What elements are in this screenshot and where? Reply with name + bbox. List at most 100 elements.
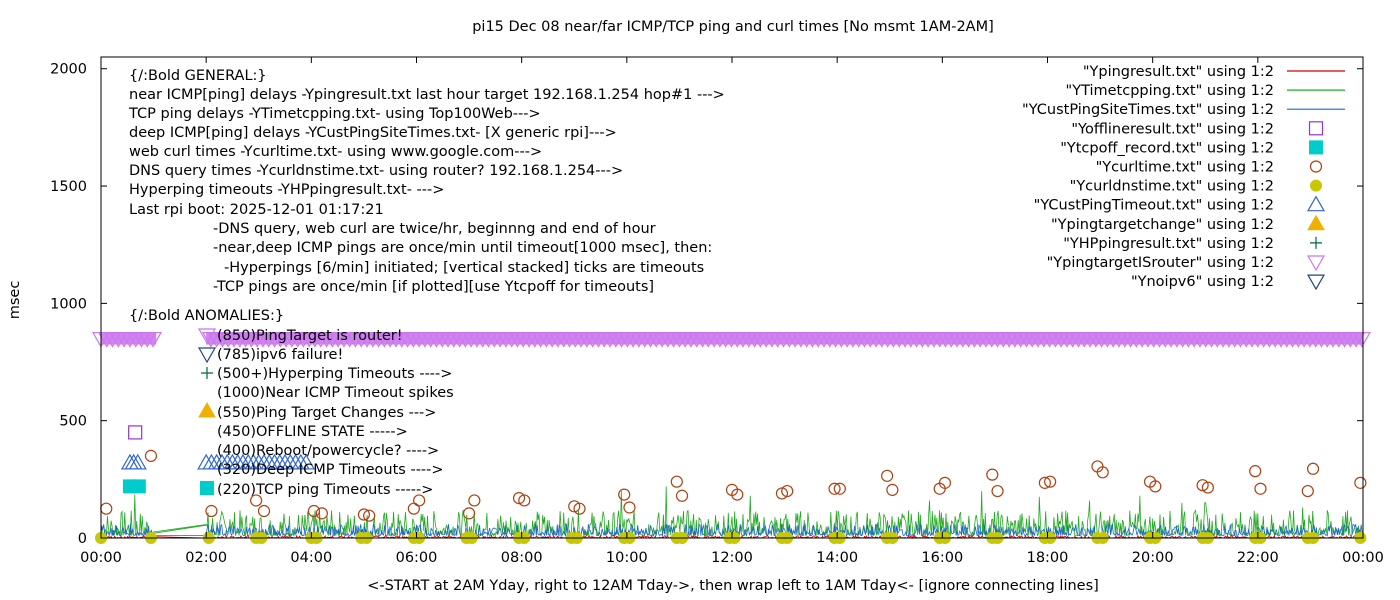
annotation-note: Last rpi boot: 2025-12-01 01:17:21 <box>129 202 384 218</box>
legend-label: "YTimetcpping.txt" using 1:2 <box>1066 83 1274 99</box>
data-point-0 <box>1354 476 1367 489</box>
data-point-0 <box>1306 462 1320 475</box>
legend-label: "Ypingresult.txt" using 1:2 <box>1083 64 1274 80</box>
annotation-note: deep ICMP[ping] delays -YCustPingSiteTim… <box>129 125 617 141</box>
x-axis-label: <-START at 2AM Yday, right to 12AM Tday-… <box>367 578 1099 594</box>
y-tick-label: 0 <box>78 531 87 547</box>
data-point-0 <box>986 468 999 481</box>
legend-label: "Yofflineresult.txt" using 1:2 <box>1071 121 1274 137</box>
annotation-note: -near,deep ICMP pings are once/min until… <box>213 240 712 256</box>
x-tick-label: 18:00 <box>1027 550 1069 566</box>
data-point-0 <box>568 500 581 513</box>
data-point-0 <box>257 504 271 518</box>
y-tick-label: 2000 <box>50 62 87 78</box>
x-tick-label: 02:00 <box>185 550 227 566</box>
legend-marker <box>1306 274 1326 291</box>
legend-label: "YHPpingresult.txt" using 1:2 <box>1063 236 1274 252</box>
legend-label: "YpingtargetISrouter" using 1:2 <box>1047 255 1274 271</box>
data-point-0 <box>938 476 952 489</box>
annotation-marker <box>197 347 217 364</box>
data-point-0 <box>512 492 526 505</box>
data-point-0 <box>1196 479 1209 492</box>
annotation-note: (1000)Near ICMP Timeout spikes <box>217 385 454 401</box>
annotation-marker <box>201 367 213 379</box>
legend-label: "Ytcpoff_record.txt" using 1:2 <box>1060 140 1274 156</box>
legend-label: "YCustPingSiteTimes.txt" using 1:2 <box>1022 102 1274 118</box>
data-point-0 <box>731 488 744 501</box>
data-point-0 <box>1149 480 1162 493</box>
data-point-0 <box>144 449 158 462</box>
annotation-note: near ICMP[ping] delays -Ypingresult.txt … <box>129 87 725 103</box>
legend-label: "Ynoipv6" using 1:2 <box>1131 274 1274 290</box>
data-point-0 <box>100 502 113 515</box>
legend: "Ypingresult.txt" using 1:2 "YTimetcpping… <box>1022 64 1345 291</box>
router-band <box>206 332 1364 345</box>
router-band <box>101 332 157 345</box>
data-point-0 <box>573 502 586 515</box>
annotation-marker <box>198 401 216 418</box>
data-point-0 <box>828 482 841 495</box>
data-point-4 <box>297 453 316 470</box>
x-tick-label: 16:00 <box>921 550 963 566</box>
data-point-0 <box>881 469 894 482</box>
data-point-0 <box>357 508 371 521</box>
annotation-marker <box>197 328 217 345</box>
chart-title: pi15 Dec 08 near/far ICMP/TCP ping and c… <box>472 19 994 35</box>
marker-layer <box>91 331 1371 544</box>
data-point-0 <box>618 488 631 501</box>
annotation-note: web curl times -Ycurltime.txt- using www… <box>129 144 542 160</box>
series-line-1 <box>100 523 1364 538</box>
data-point-0 <box>675 489 689 502</box>
data-point-0 <box>833 482 846 495</box>
annotation-note: {/:Bold ANOMALIES:} <box>129 308 284 324</box>
legend-marker <box>1310 236 1322 249</box>
data-point-0 <box>1044 475 1057 488</box>
legend-marker <box>1306 195 1326 212</box>
data-point-2 <box>128 425 143 440</box>
data-point-0 <box>518 494 531 507</box>
x-tick-label: 20:00 <box>1132 550 1174 566</box>
x-tick-label: 14:00 <box>816 550 858 566</box>
annotation-note: (550)Ping Target Changes ---> <box>217 405 436 421</box>
data-point-0 <box>623 501 636 514</box>
x-tick-label: 06:00 <box>396 550 438 566</box>
data-point-0 <box>1254 482 1267 495</box>
data-point-0 <box>1249 465 1262 478</box>
annotation-note: (500+)Hyperping Timeouts ----> <box>217 366 452 382</box>
annotation-note: -TCP pings are once/min [if plotted][use… <box>213 279 654 295</box>
annotation-note: (850)PingTarget is router! <box>217 328 403 344</box>
legend-marker <box>1309 160 1323 173</box>
data-point-4 <box>197 453 216 470</box>
data-point-0 <box>315 507 328 520</box>
legend-label: "Ycurltime.txt" using 1:2 <box>1096 160 1274 176</box>
data-point-0 <box>886 483 899 496</box>
legend-marker <box>1310 179 1322 192</box>
x-tick-label: 12:00 <box>711 550 753 566</box>
data-point-0 <box>413 494 426 507</box>
data-point-4 <box>128 453 147 470</box>
legend-marker <box>1306 255 1326 272</box>
notes-layer: {/:Bold GENERAL:} near ICMP[ping] delays … <box>128 68 725 498</box>
data-point-0 <box>1301 484 1314 498</box>
legend-label: "Ycurldnstime.txt" using 1:2 <box>1070 179 1274 195</box>
legend-marker <box>1307 214 1325 231</box>
annotation-note: (400)Reboot/powercycle? ----> <box>217 443 439 459</box>
y-axis-label: msec <box>7 281 23 320</box>
x-tick-label: 04:00 <box>290 550 332 566</box>
data-point-0 <box>991 484 1004 498</box>
annotation-note: Hyperping timeouts -YHPpingresult.txt- -… <box>129 182 444 198</box>
gap-connector-line <box>153 524 207 534</box>
x-tick-label: 00:00 <box>80 550 122 566</box>
data-point-0 <box>781 484 794 498</box>
legend-marker <box>1309 140 1323 155</box>
annotation-note: {/:Bold GENERAL:} <box>129 68 267 84</box>
annotation-note: DNS query times -Ycurldnstime.txt- using… <box>129 163 623 179</box>
annotation-note: -DNS query, web curl are twice/hr, begin… <box>213 221 656 237</box>
data-point-0 <box>468 494 481 507</box>
x-tick-label: 08:00 <box>501 550 543 566</box>
legend-label: "YCustPingTimeout.txt" using 1:2 <box>1034 198 1274 214</box>
data-point-0 <box>363 509 376 522</box>
y-tick-label: 500 <box>59 414 87 430</box>
annotation-marker <box>200 481 214 495</box>
y-tick-label: 1500 <box>50 179 87 195</box>
